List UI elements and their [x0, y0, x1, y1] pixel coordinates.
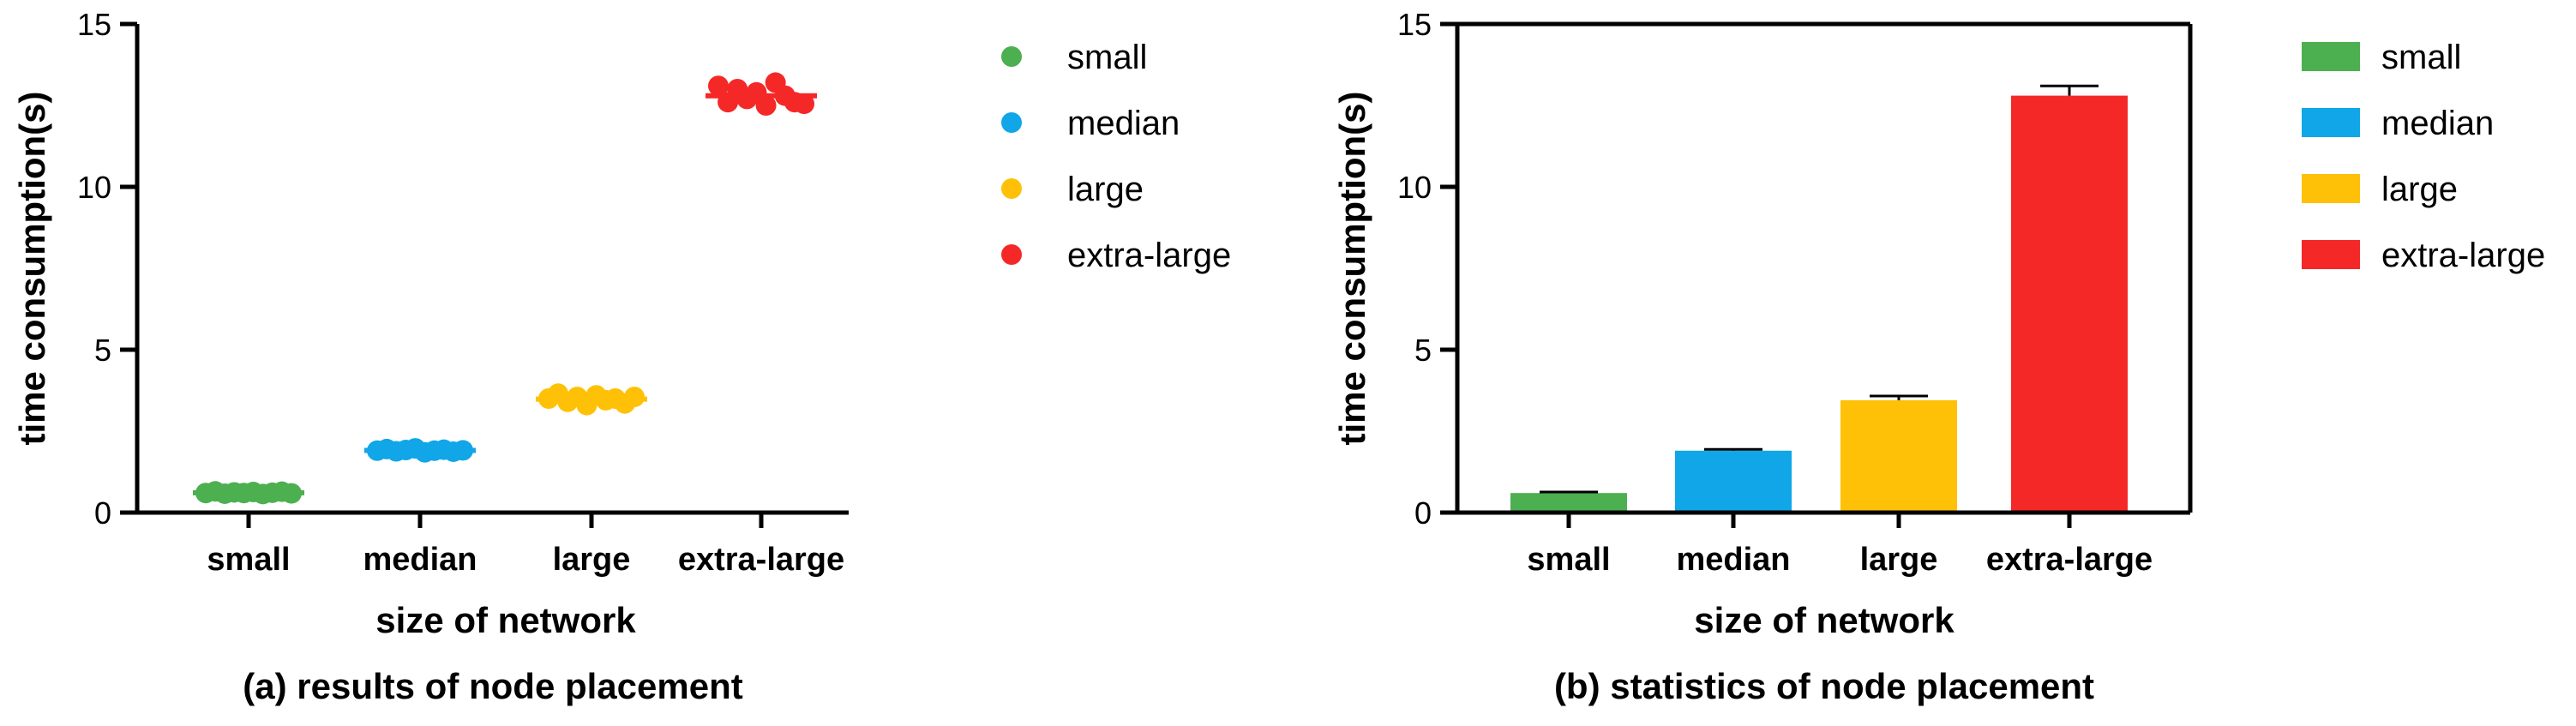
legend-marker	[1001, 244, 1022, 265]
legend-swatch	[2302, 174, 2360, 203]
bar	[1840, 399, 1957, 513]
legend-marker	[1001, 178, 1022, 199]
scatter-point	[708, 75, 729, 97]
legend-marker	[1001, 112, 1022, 133]
x-axis-title: size of network	[375, 600, 636, 640]
scatter-point	[794, 93, 814, 115]
scatter-point	[755, 95, 777, 116]
x-tick-label: median	[1676, 542, 1790, 578]
y-ticks: 0 5 10 15	[77, 7, 137, 531]
y-tick-label: 5	[94, 333, 111, 368]
legend-label: median	[2381, 105, 2494, 142]
panel-b-caption: (b) statistics of node placement	[1554, 666, 2094, 706]
x-tick-label: extra-large	[678, 542, 844, 578]
y-tick-label: 15	[1397, 7, 1432, 42]
y-axis-title: time consumption(s)	[1332, 91, 1372, 445]
y-ticks: 0 5 10 15	[1397, 7, 1457, 531]
legend-label: large	[1067, 171, 1144, 208]
legend: small median large extra-large	[1001, 39, 1231, 274]
legend-label: small	[2381, 39, 2461, 76]
y-tick-label: 15	[77, 7, 111, 42]
panel-b: 0 5 10 15 small median large extra-large time …	[1332, 7, 2545, 706]
x-tick-label: large	[1860, 542, 1938, 578]
panel-a-caption: (a) results of node placement	[243, 666, 742, 706]
legend-swatch	[2302, 42, 2360, 71]
legend-swatch	[2302, 240, 2360, 269]
x-tick-label: median	[363, 542, 477, 578]
y-tick-label: 10	[1397, 170, 1432, 205]
x-tick-label: extra-large	[1986, 542, 2153, 578]
y-tick-label: 0	[1414, 495, 1432, 531]
legend-label: large	[2381, 171, 2458, 208]
y-tick-label: 5	[1414, 333, 1432, 368]
legend: small median large extra-large	[2302, 39, 2545, 274]
legend-label: extra-large	[2381, 237, 2545, 274]
panel-a: 0 5 10 15 small median large extra-large time …	[12, 7, 1231, 706]
bar	[2011, 95, 2128, 513]
x-axis-title: size of network	[1694, 600, 1955, 640]
x-tick-label: small	[207, 542, 290, 578]
x-tick-label: small	[1527, 542, 1610, 578]
bar-plot-area	[1510, 84, 2128, 513]
legend-label: extra-large	[1067, 237, 1231, 274]
y-tick-label: 0	[94, 495, 111, 531]
x-ticks: small median large extra-large	[207, 513, 844, 578]
bar	[1510, 493, 1627, 513]
legend-label: small	[1067, 39, 1147, 76]
legend-marker	[1001, 46, 1022, 67]
x-ticks: small median large extra-large	[1527, 513, 2153, 578]
y-tick-label: 10	[77, 170, 111, 205]
y-axis-title: time consumption(s)	[12, 91, 52, 445]
legend-swatch	[2302, 108, 2360, 137]
scatter-plot-area	[193, 72, 817, 505]
x-tick-label: large	[553, 542, 631, 578]
legend-label: median	[1067, 105, 1180, 142]
bar	[1675, 450, 1792, 513]
